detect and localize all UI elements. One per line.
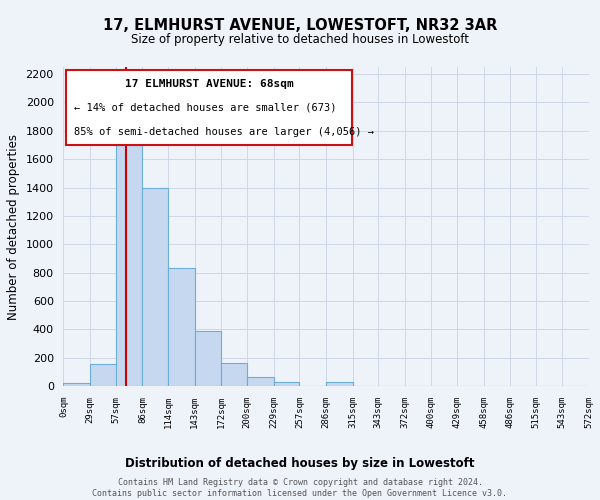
Text: ← 14% of detached houses are smaller (673): ← 14% of detached houses are smaller (67… [74, 102, 337, 113]
Y-axis label: Number of detached properties: Number of detached properties [7, 134, 20, 320]
Bar [64, 383, 90, 386]
Text: Contains HM Land Registry data © Crown copyright and database right 2024.
Contai: Contains HM Land Registry data © Crown c… [92, 478, 508, 498]
Text: Distribution of detached houses by size in Lowestoft: Distribution of detached houses by size … [125, 458, 475, 470]
Bar [221, 362, 247, 386]
Text: 85% of semi-detached houses are larger (4,056) →: 85% of semi-detached houses are larger (… [74, 126, 374, 136]
Bar [247, 377, 274, 386]
Text: 17 ELMHURST AVENUE: 68sqm: 17 ELMHURST AVENUE: 68sqm [125, 78, 293, 88]
Bar [90, 364, 116, 386]
FancyBboxPatch shape [66, 70, 352, 145]
Bar [168, 268, 195, 386]
Text: Size of property relative to detached houses in Lowestoft: Size of property relative to detached ho… [131, 32, 469, 46]
Bar [326, 382, 353, 386]
Text: 17, ELMHURST AVENUE, LOWESTOFT, NR32 3AR: 17, ELMHURST AVENUE, LOWESTOFT, NR32 3AR [103, 18, 497, 32]
Bar [195, 331, 221, 386]
Bar [116, 145, 142, 386]
Bar [274, 382, 299, 386]
Bar [142, 188, 168, 386]
